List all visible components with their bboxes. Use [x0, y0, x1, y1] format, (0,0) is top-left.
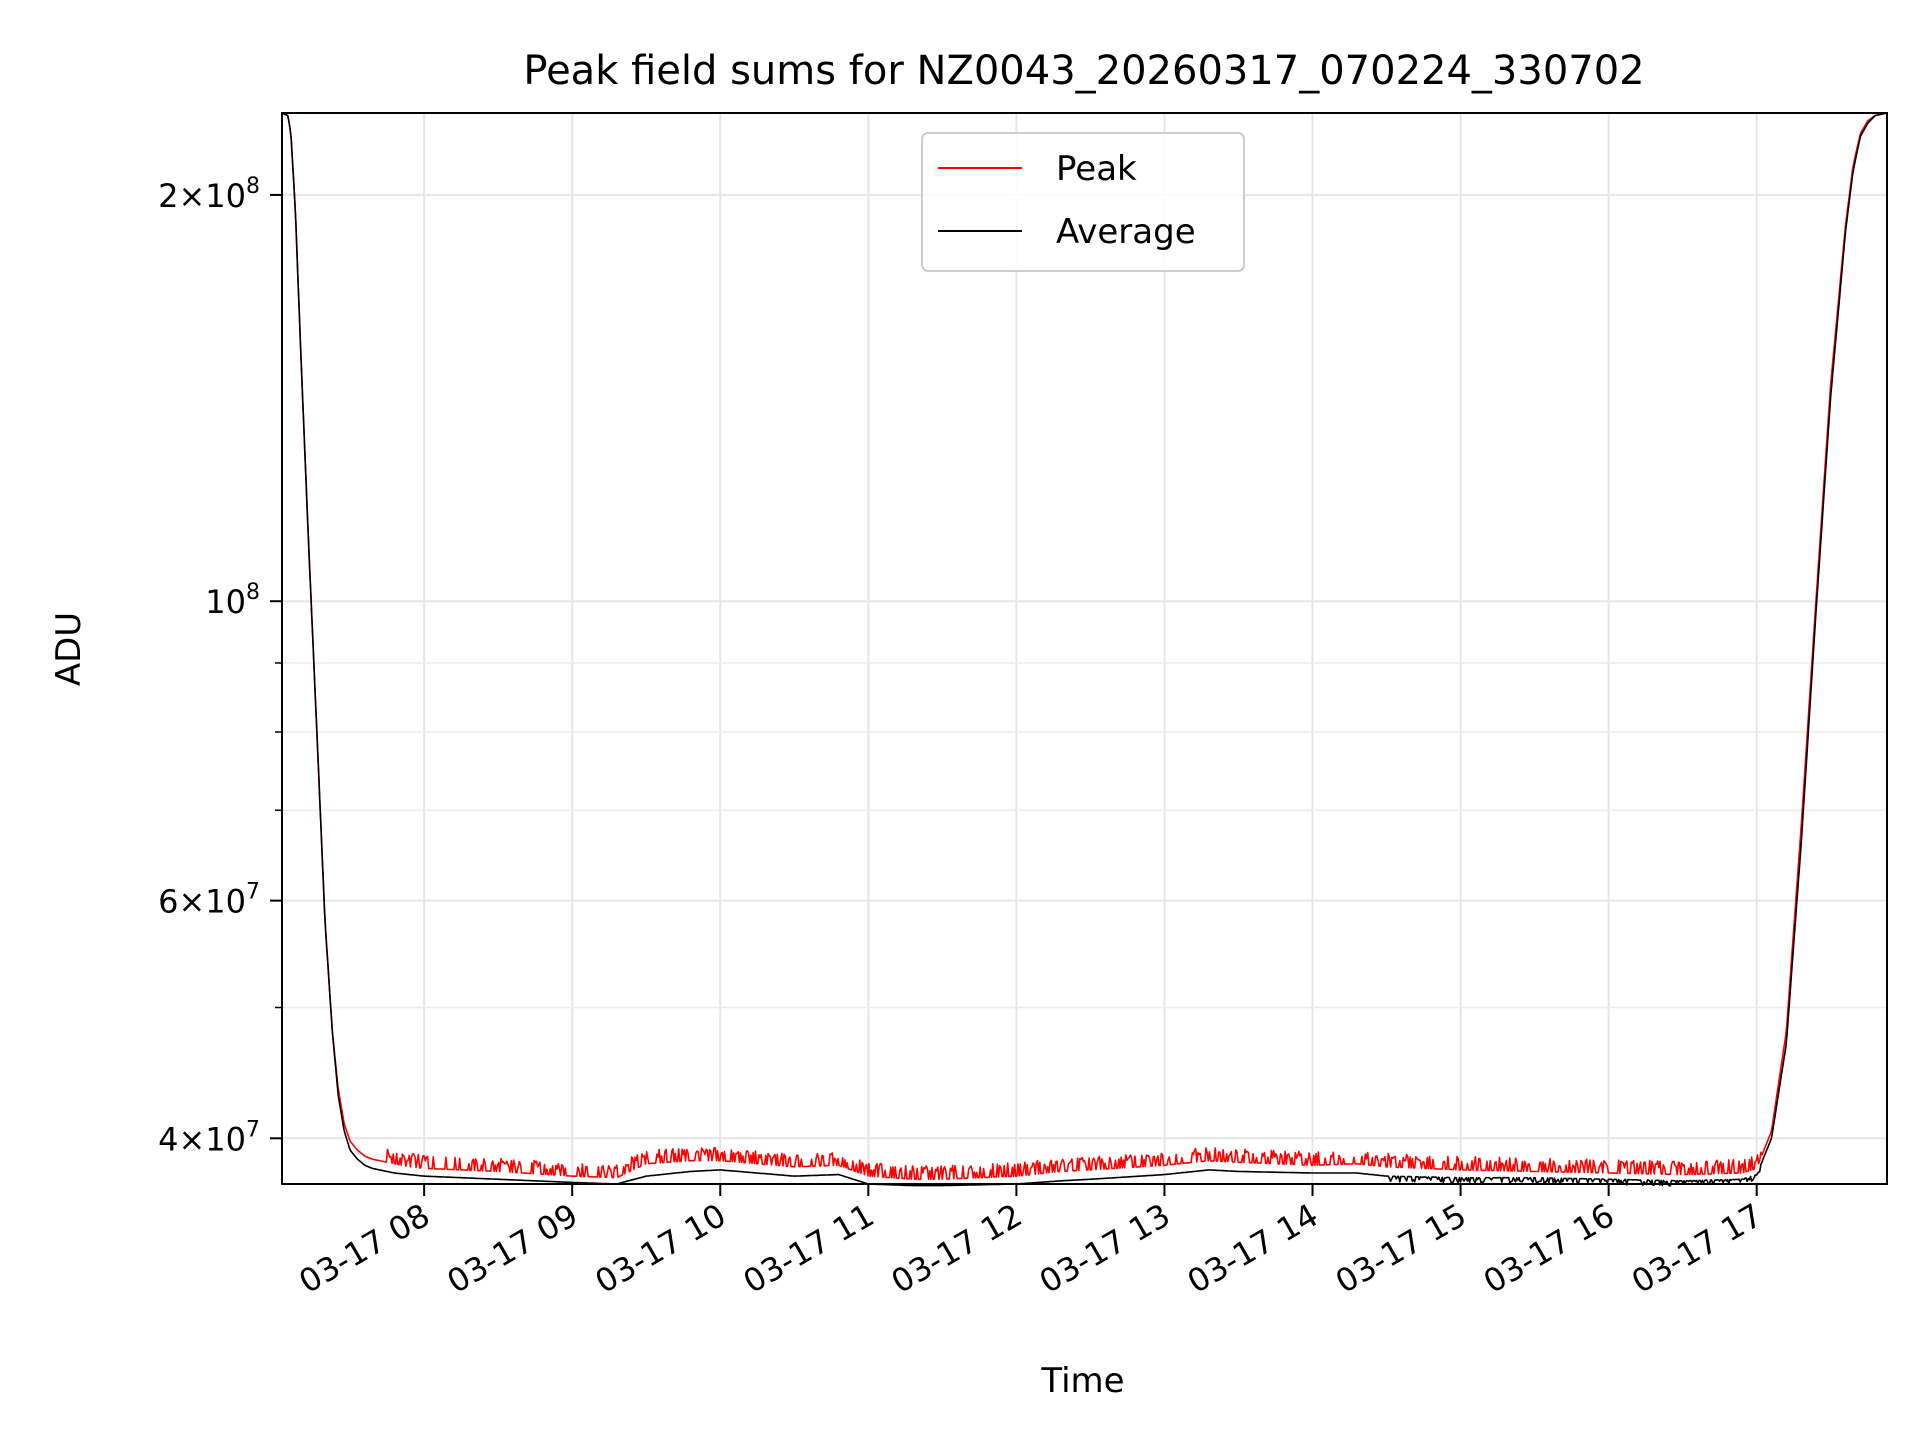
legend: Peak Average	[921, 132, 1245, 272]
chart-title: Peak field sums for NZ0043_20260317_0702…	[523, 48, 1644, 94]
y-tick-label: 6×107	[158, 880, 260, 921]
y-tick-label: 2×108	[158, 174, 260, 215]
legend-label-average: Average	[1056, 212, 1196, 252]
x-axis-label: Time	[1040, 1361, 1124, 1401]
y-axis-label: ADU	[49, 612, 89, 686]
series-layer	[281, 112, 1888, 1187]
y-tick-label: 4×107	[158, 1117, 260, 1158]
series-line-peak	[281, 112, 1888, 1181]
plot-frame	[281, 112, 1888, 1185]
y-axis: 2×108 108 6×107 4×107	[158, 174, 282, 1158]
legend-label-peak: Peak	[1056, 149, 1137, 189]
series-line-average	[281, 112, 1888, 1187]
y-tick-label: 108	[205, 580, 260, 621]
